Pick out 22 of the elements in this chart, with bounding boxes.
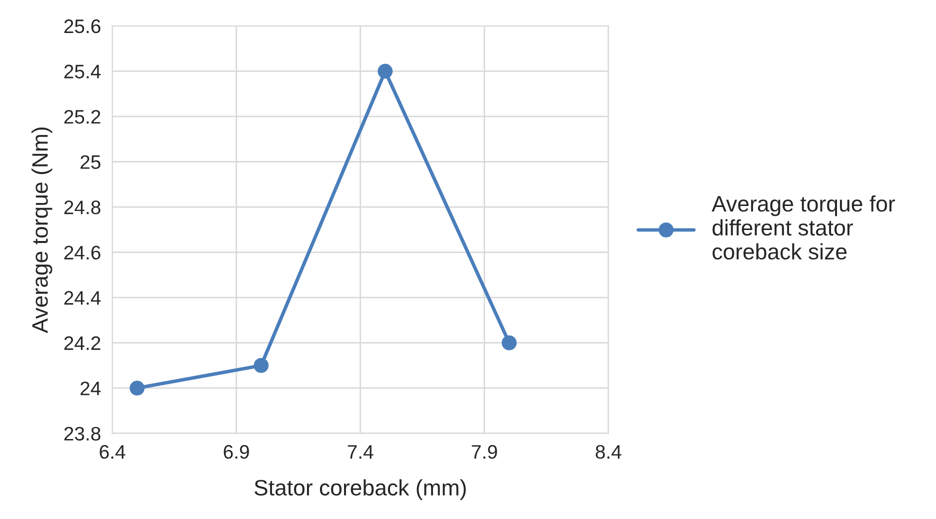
x-tick-label: 7.9 xyxy=(472,444,497,459)
y-tick-label: 25.2 xyxy=(64,110,100,124)
x-tick-label: 6.4 xyxy=(100,444,126,459)
x-tick-label: 6.9 xyxy=(224,444,249,459)
y-tick-label: 23.8 xyxy=(64,426,100,441)
point xyxy=(378,64,393,79)
x-tick-label: 8.4 xyxy=(596,444,622,459)
y-tick-label: 24.8 xyxy=(64,200,100,214)
y-tick-label: 25.6 xyxy=(64,19,100,34)
x-axis-title: Stator coreback (mm) xyxy=(254,479,466,500)
y-tick-label: 25 xyxy=(80,155,100,169)
y-tick-label: 24 xyxy=(80,382,101,396)
y-tick-label: 24.4 xyxy=(64,291,101,305)
y-tick-label: 24.6 xyxy=(64,246,100,260)
legend-label: Average torque for different stator coreback size xyxy=(712,195,895,260)
point xyxy=(254,358,269,373)
point xyxy=(502,335,517,350)
x-tick-label: 7.4 xyxy=(348,445,374,459)
y-tick-label: 25.4 xyxy=(64,64,101,78)
y-axis-title: Average torque (Nm) xyxy=(32,127,52,334)
y-tick-label: 24.2 xyxy=(64,336,100,350)
point xyxy=(130,380,145,396)
